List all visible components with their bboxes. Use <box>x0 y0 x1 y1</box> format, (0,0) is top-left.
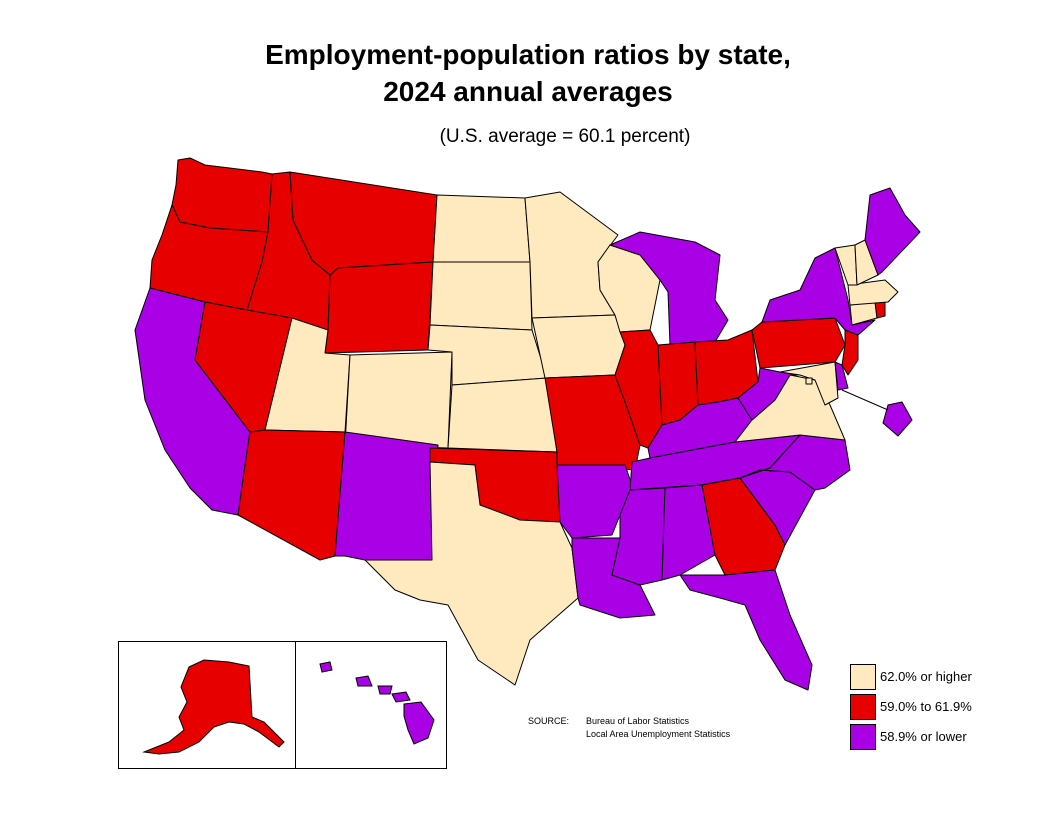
state-MA <box>847 279 899 306</box>
state-TX <box>364 461 579 686</box>
title-line-1: Employment-population ratios by state, <box>265 39 791 70</box>
state-NC <box>739 434 851 491</box>
legend-label-low: 58.9% or lower <box>880 729 967 744</box>
source-line-1: Bureau of Labor Statistics <box>586 716 690 726</box>
state-WY <box>324 261 434 354</box>
state-KS <box>447 377 558 453</box>
state-ME <box>864 187 921 276</box>
source-line-2: Local Area Unemployment Statistics <box>586 729 731 739</box>
legend-label-mid: 59.0% to 61.9% <box>880 699 972 714</box>
state-DC <box>805 377 813 385</box>
state-MT <box>289 171 438 276</box>
state-IL <box>614 329 663 449</box>
state-NJ <box>841 329 859 376</box>
source-label: SOURCE: <box>528 716 570 726</box>
map-subtitle: (U.S. average = 60.1 percent) <box>439 126 691 147</box>
legend-swatch-low <box>850 724 876 750</box>
state-DE <box>834 361 849 391</box>
hawaii-inset <box>295 641 447 769</box>
state-WA <box>171 157 273 233</box>
map-title: Employment-population ratios by state, 2… <box>0 36 1056 110</box>
state-RI <box>874 301 886 319</box>
state-AL <box>661 484 716 581</box>
state-NY <box>761 247 876 336</box>
alaska-inset <box>118 641 296 769</box>
legend-swatch-mid <box>850 694 876 720</box>
state-NM <box>334 431 439 561</box>
title-line-2: 2024 annual averages <box>383 76 673 107</box>
state-FL <box>679 569 813 691</box>
state-CO <box>344 351 453 449</box>
legend-swatch-high <box>850 664 876 690</box>
state-AZ <box>237 429 346 561</box>
state-PA <box>751 317 846 369</box>
state-AR <box>556 464 633 539</box>
state-SD <box>429 261 533 331</box>
callout-line <box>841 389 889 411</box>
callout-DE-MD-box <box>882 401 913 437</box>
state-AK <box>142 659 285 755</box>
alaska-map <box>142 659 285 755</box>
state-MI <box>609 231 729 346</box>
state-ND <box>432 194 531 263</box>
hawaii-map <box>319 661 435 745</box>
state-IA <box>531 314 626 379</box>
state-HI <box>319 661 435 745</box>
legend-label-high: 62.0% or higher <box>880 669 972 684</box>
